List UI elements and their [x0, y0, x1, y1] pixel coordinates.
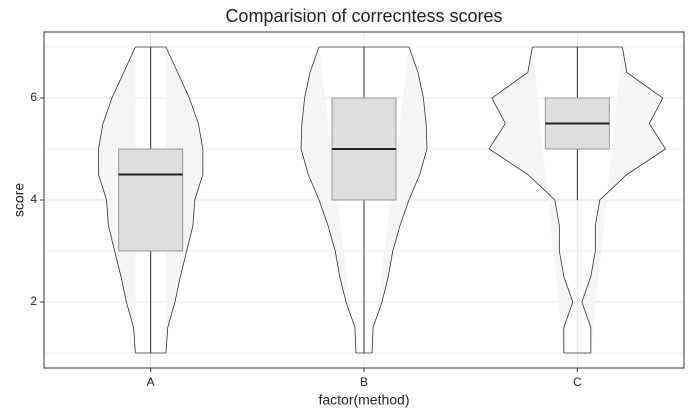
x-tick-label: B — [360, 375, 368, 389]
x-tick-label: A — [147, 375, 155, 389]
violin-half — [300, 46, 357, 354]
violin-half — [581, 46, 667, 354]
violin-half — [98, 46, 136, 354]
panel-border — [43, 31, 685, 369]
y-axis-label: score — [11, 183, 27, 217]
violin-half — [165, 46, 204, 354]
box — [118, 148, 184, 252]
y-tick-label: 6 — [30, 90, 37, 104]
chart-title: Comparision of correcntess scores — [225, 6, 502, 26]
violin-half — [371, 46, 428, 354]
x-tick-label: C — [573, 375, 582, 389]
y-tick-label: 2 — [30, 294, 37, 308]
x-axis-label: factor(method) — [318, 392, 409, 408]
y-tick-label: 4 — [30, 192, 37, 206]
violin-half — [488, 46, 574, 354]
